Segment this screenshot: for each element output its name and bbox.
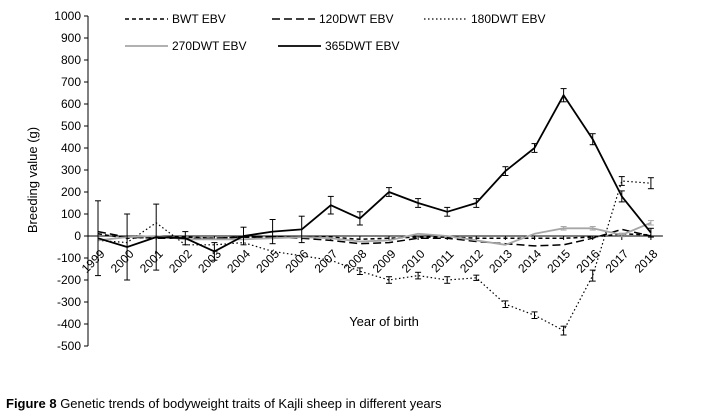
x-tick-label: 2002 <box>166 247 195 276</box>
series-line <box>97 228 652 247</box>
x-tick-label: 2000 <box>108 247 137 276</box>
x-tick-label: 2018 <box>632 247 661 276</box>
x-tick-label: 2017 <box>603 247 632 276</box>
x-tick-label: 2001 <box>137 247 166 276</box>
y-tick-label: -100 <box>57 251 81 265</box>
series-270dwt-ebv <box>97 220 654 246</box>
series-line <box>97 221 652 246</box>
y-tick-label: -200 <box>57 273 81 287</box>
x-tick-label: 2012 <box>457 247 486 276</box>
y-tick-label: 600 <box>61 97 81 111</box>
x-tick-label: 2011 <box>428 247 456 275</box>
y-tick-label: -400 <box>57 317 81 331</box>
y-tick-label: 200 <box>61 185 81 199</box>
y-tick-label: 100 <box>61 207 81 221</box>
y-tick-label: 900 <box>61 31 81 45</box>
y-tick-label: 800 <box>61 53 81 67</box>
series-bwt-ebv <box>97 233 651 241</box>
legend-label: 120DWT EBV <box>319 12 393 26</box>
legend-entry: BWT EBV <box>125 12 226 26</box>
legend-entry: 120DWT EBV <box>272 12 393 26</box>
y-tick-label: -300 <box>57 295 81 309</box>
axes: -500 -400 -300 -200 -100 0 100 200 300 400 500 600 7… <box>54 9 663 353</box>
legend-label: 365DWT EBV <box>325 39 399 53</box>
figure-caption-text: Genetic trends of bodyweight traits of K… <box>56 396 442 411</box>
y-tick-label: 1000 <box>54 9 81 23</box>
legend-entry: 365DWT EBV <box>278 39 399 53</box>
x-tick-label: 2006 <box>282 247 311 276</box>
legend-entry: 180DWT EBV <box>424 12 545 26</box>
y-tick-label: 400 <box>61 141 81 155</box>
x-tick-label: 2014 <box>515 247 544 276</box>
x-tick-label: 2016 <box>573 247 602 276</box>
y-tick-label: 0 <box>74 229 81 243</box>
legend-label: BWT EBV <box>172 12 226 26</box>
y-tick-label: 700 <box>61 75 81 89</box>
x-tick-label: 2010 <box>399 247 428 276</box>
figure-caption: Figure 8 Genetic trends of bodyweight tr… <box>6 396 442 411</box>
series-180dwt-ebv <box>97 176 654 336</box>
x-tick-label: 2007 <box>312 247 341 276</box>
chart: -500 -400 -300 -200 -100 0 100 200 300 400 500 600 7… <box>25 9 663 353</box>
x-tick-label: 1999 <box>79 247 108 276</box>
series-line <box>97 233 651 241</box>
legend-label: 270DWT EBV <box>172 39 246 53</box>
y-tick-label: 300 <box>61 163 81 177</box>
x-tick-label: 2015 <box>544 247 573 276</box>
series-layer <box>95 88 654 336</box>
legend-entry: 270DWT EBV <box>125 39 246 53</box>
y-tick-label: -500 <box>57 339 81 353</box>
x-tick-label: 2013 <box>486 247 515 276</box>
legend-label: 180DWT EBV <box>471 12 545 26</box>
series-120dwt-ebv <box>97 228 652 247</box>
legend: BWT EBV 120DWT EBV 180DWT EBV 270DWT EBV 365… <box>125 12 545 53</box>
figure-caption-label: Figure 8 <box>6 396 57 411</box>
y-axis-title: Breeding value (g) <box>25 127 40 233</box>
series-line <box>97 94 652 253</box>
x-tick-label: 2005 <box>253 247 282 276</box>
x-axis-title: Year of birth <box>349 314 419 329</box>
x-tick-label: 2004 <box>224 247 253 276</box>
x-tick-label: 2008 <box>341 247 370 276</box>
x-tick-label: 2003 <box>195 247 224 276</box>
series-365dwt-ebv <box>95 88 654 281</box>
x-tick-label: 2009 <box>370 247 399 276</box>
y-tick-label: 500 <box>61 119 81 133</box>
